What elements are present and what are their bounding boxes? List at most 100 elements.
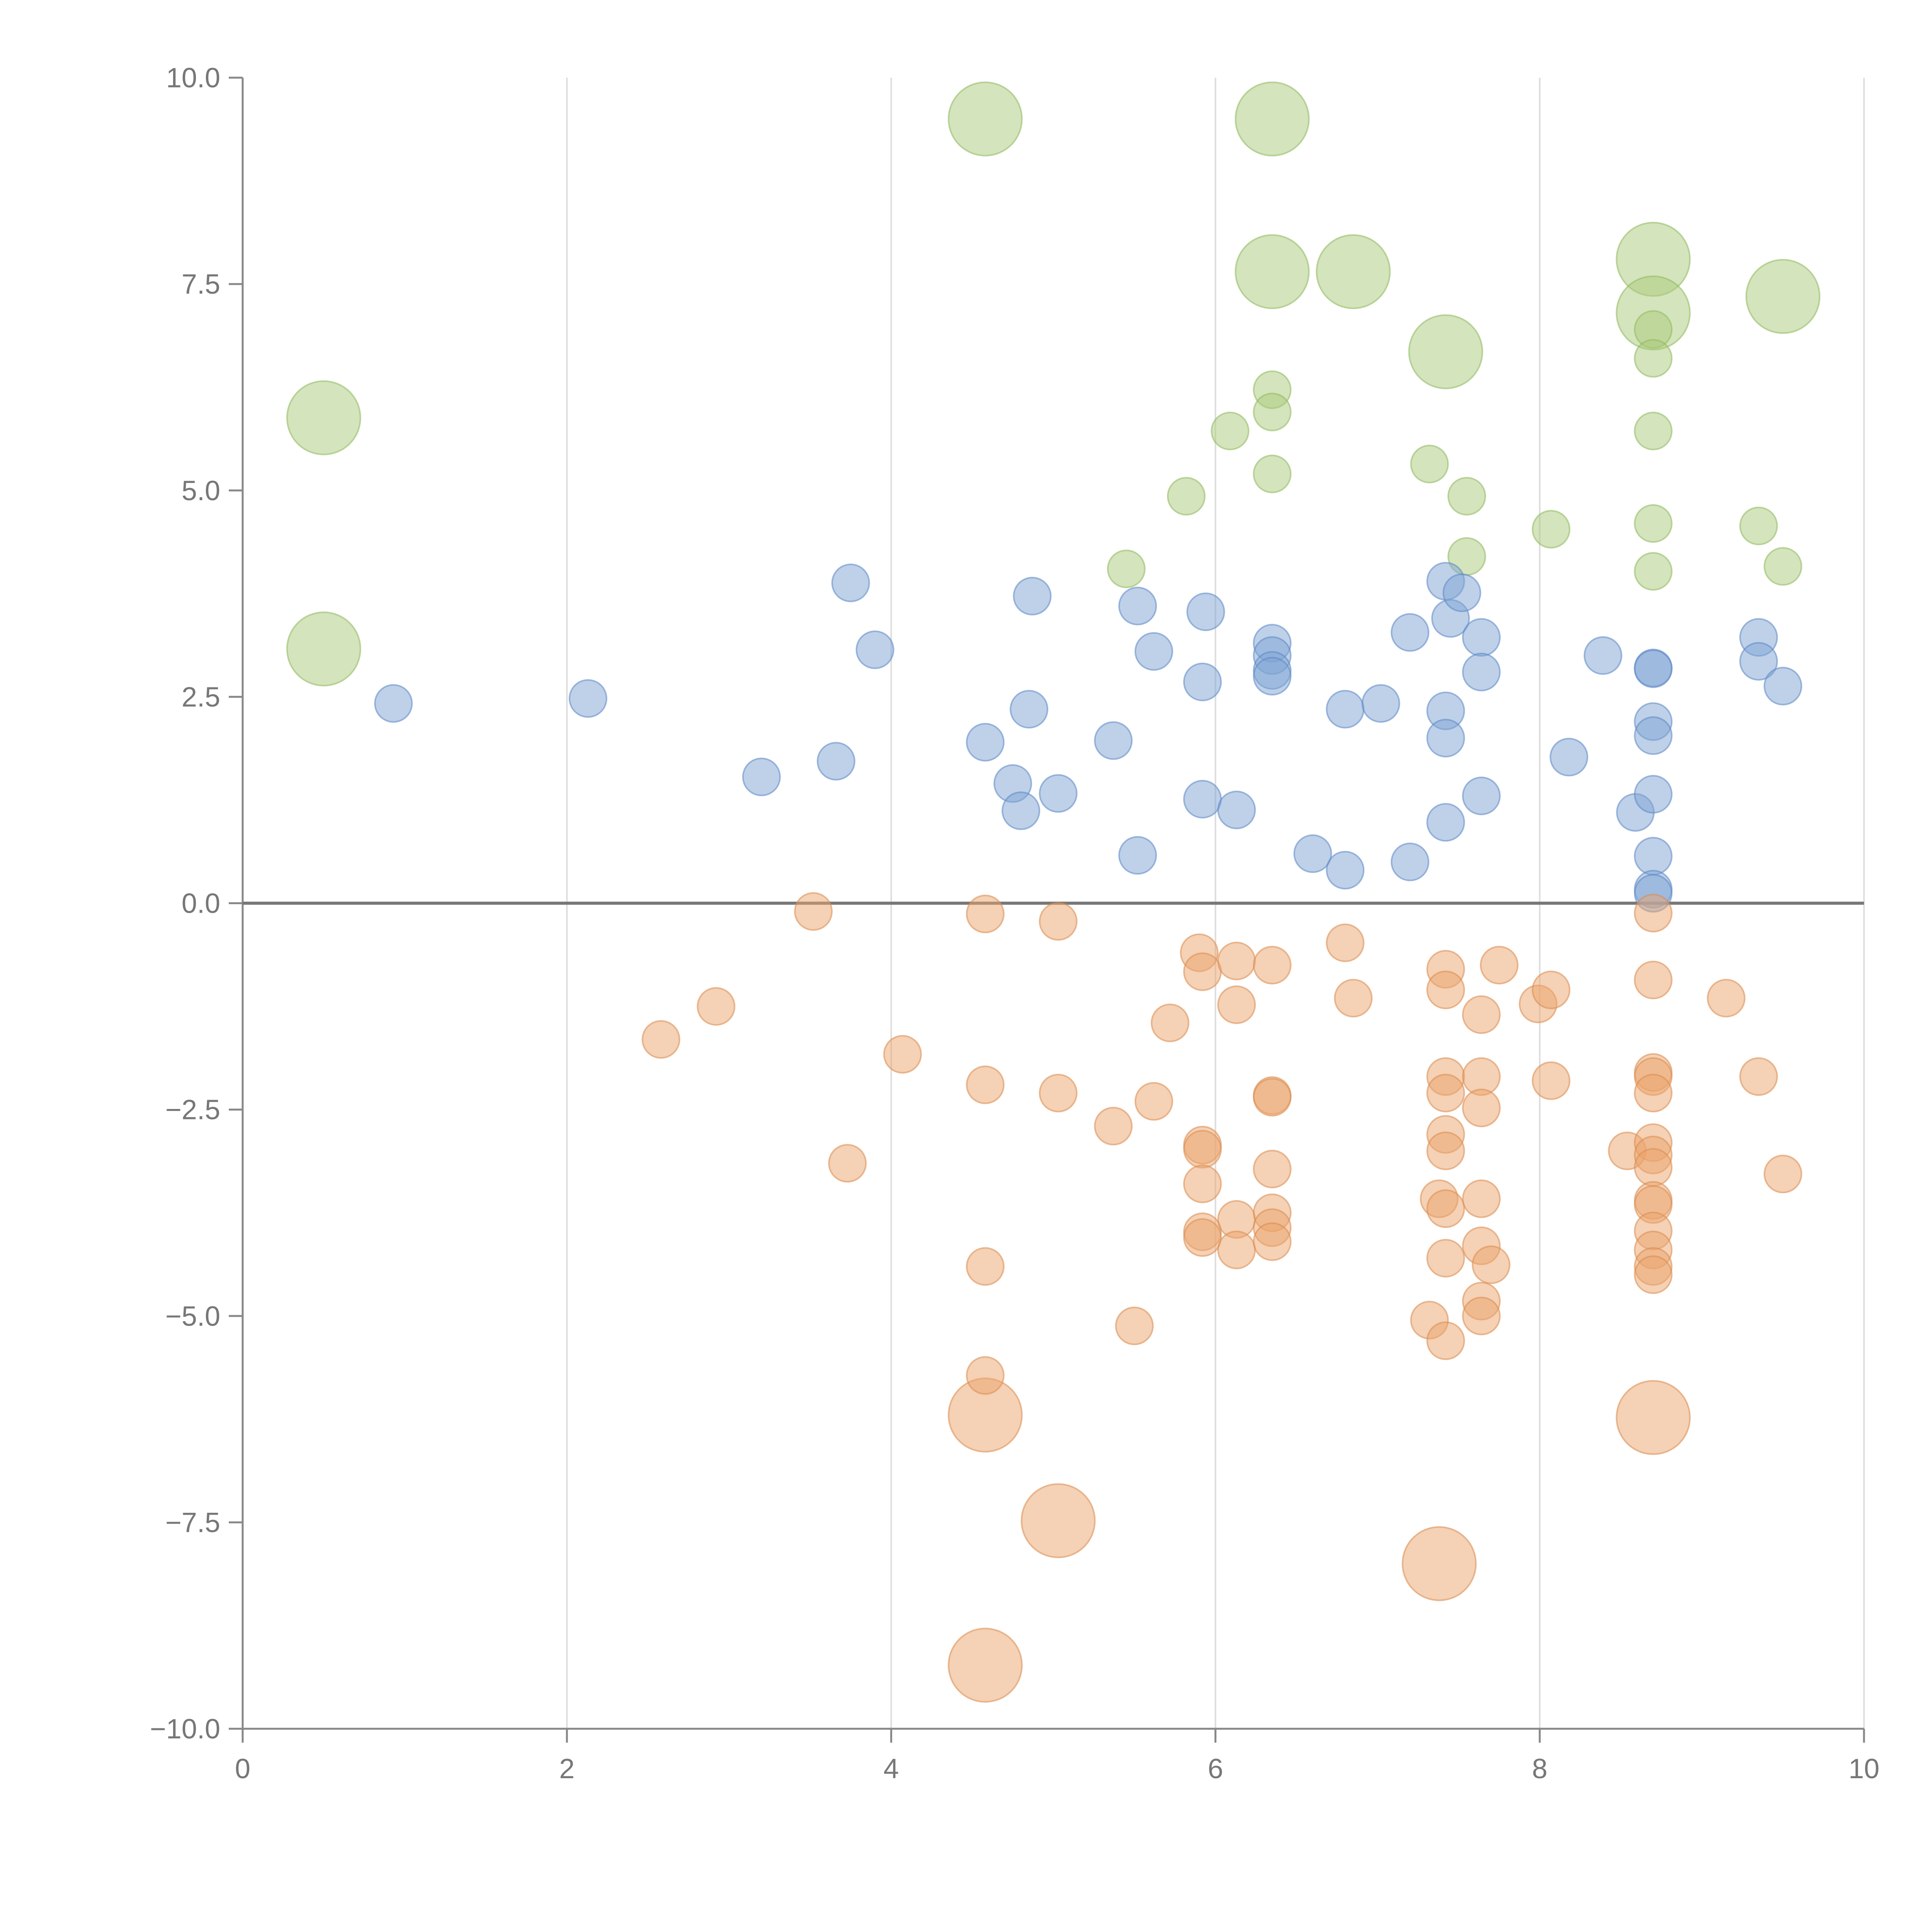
- orange-point: [1426, 1239, 1465, 1278]
- y-tick-label: 0.0: [182, 888, 220, 919]
- x-tick-label: 8: [1532, 1753, 1548, 1784]
- blue-point: [1183, 780, 1222, 819]
- blue-point: [1739, 642, 1778, 681]
- blue-point: [1426, 719, 1465, 758]
- blue-point: [1293, 834, 1332, 873]
- blue-point: [1764, 667, 1803, 706]
- orange-point: [883, 1035, 922, 1074]
- blue-point: [1094, 721, 1133, 760]
- orange-point: [1253, 1078, 1292, 1117]
- green-point: [1447, 477, 1486, 516]
- blue-point: [1462, 618, 1501, 657]
- orange-point: [1634, 1148, 1673, 1187]
- green-point: [286, 611, 361, 687]
- orange-point: [1426, 1321, 1465, 1360]
- green-point: [1253, 393, 1292, 432]
- x-tick-label: 10: [1849, 1753, 1879, 1784]
- blue-point: [1039, 774, 1078, 813]
- orange-point: [1020, 1483, 1096, 1558]
- x-tick-label: 0: [235, 1753, 250, 1784]
- orange-point: [1094, 1107, 1133, 1146]
- y-tick-label: −10.0: [150, 1714, 220, 1745]
- y-tick-label: −7.5: [165, 1507, 220, 1538]
- orange-point: [794, 892, 833, 931]
- orange-point: [1532, 970, 1571, 1009]
- blue-point: [855, 630, 895, 669]
- green-point: [1408, 314, 1483, 389]
- orange-point: [1462, 1179, 1501, 1218]
- blue-point: [1326, 690, 1365, 729]
- blue-point: [1462, 653, 1501, 692]
- orange-point: [1634, 1073, 1673, 1112]
- y-tick-label: 7.5: [182, 269, 220, 300]
- blue-point: [1634, 716, 1673, 755]
- blue-point: [568, 679, 607, 718]
- blue-point: [1217, 791, 1256, 830]
- blue-point: [1462, 776, 1501, 815]
- blue-point: [966, 723, 1005, 762]
- blue-point: [1002, 791, 1041, 830]
- orange-point: [641, 1020, 680, 1059]
- orange-point: [966, 1065, 1005, 1104]
- data-points: [286, 81, 1821, 1703]
- orange-point: [1334, 979, 1373, 1018]
- blue-point: [1253, 656, 1292, 696]
- blue-point: [1186, 592, 1225, 631]
- green-point: [1532, 510, 1571, 549]
- orange-point: [1426, 1073, 1465, 1112]
- blue-point: [1326, 851, 1365, 890]
- orange-point: [1532, 1061, 1571, 1100]
- green-point: [1107, 549, 1146, 588]
- blue-point: [1134, 632, 1173, 671]
- y-tick-label: 10.0: [166, 63, 220, 94]
- blue-point: [1183, 662, 1222, 701]
- orange-point: [947, 1628, 1023, 1703]
- green-point: [1167, 477, 1206, 516]
- orange-point: [1134, 1082, 1173, 1121]
- orange-point: [1462, 1088, 1501, 1128]
- blue-point: [1361, 684, 1400, 723]
- orange-point: [1151, 1003, 1190, 1043]
- orange-point: [1426, 1131, 1465, 1170]
- blue-point: [742, 757, 781, 796]
- orange-point: [966, 895, 1005, 934]
- green-point: [1211, 412, 1250, 451]
- axes: 10.0 7.5 5.0 2.5 0.0 −2.5 −5.0 −7.5 −10.0 0 2 4 6 8 10: [150, 63, 1879, 1784]
- x-tick-label: 6: [1208, 1753, 1223, 1784]
- orange-point: [1462, 995, 1501, 1034]
- blue-point: [1442, 573, 1481, 612]
- blue-point: [1118, 836, 1157, 875]
- orange-point: [1326, 923, 1365, 963]
- orange-point: [966, 1356, 1005, 1395]
- orange-point: [1401, 1526, 1477, 1601]
- blue-point: [1118, 587, 1157, 626]
- blue-point: [1391, 842, 1430, 881]
- green-point: [286, 380, 361, 456]
- blue-point: [1583, 636, 1622, 675]
- orange-point: [1426, 970, 1465, 1009]
- blue-point: [1634, 837, 1673, 876]
- green-point: [1410, 444, 1449, 483]
- green-point: [1739, 507, 1778, 546]
- orange-point: [828, 1144, 867, 1183]
- orange-point: [1253, 946, 1292, 985]
- orange-point: [1217, 942, 1256, 981]
- blue-point: [1010, 690, 1049, 729]
- green-point: [1634, 412, 1673, 451]
- blue-point: [816, 742, 855, 781]
- orange-point: [1217, 1230, 1256, 1269]
- y-tick-label: −5.0: [165, 1301, 220, 1332]
- orange-point: [1616, 1380, 1691, 1455]
- blue-point: [1634, 649, 1673, 688]
- green-point: [1634, 552, 1673, 591]
- orange-point: [1764, 1155, 1803, 1194]
- orange-point: [1253, 1150, 1292, 1189]
- orange-point: [1183, 1130, 1222, 1169]
- blue-point: [1391, 613, 1430, 652]
- orange-point: [1115, 1306, 1154, 1345]
- blue-point: [1013, 577, 1052, 616]
- orange-point: [1480, 946, 1519, 985]
- blue-point: [831, 563, 870, 602]
